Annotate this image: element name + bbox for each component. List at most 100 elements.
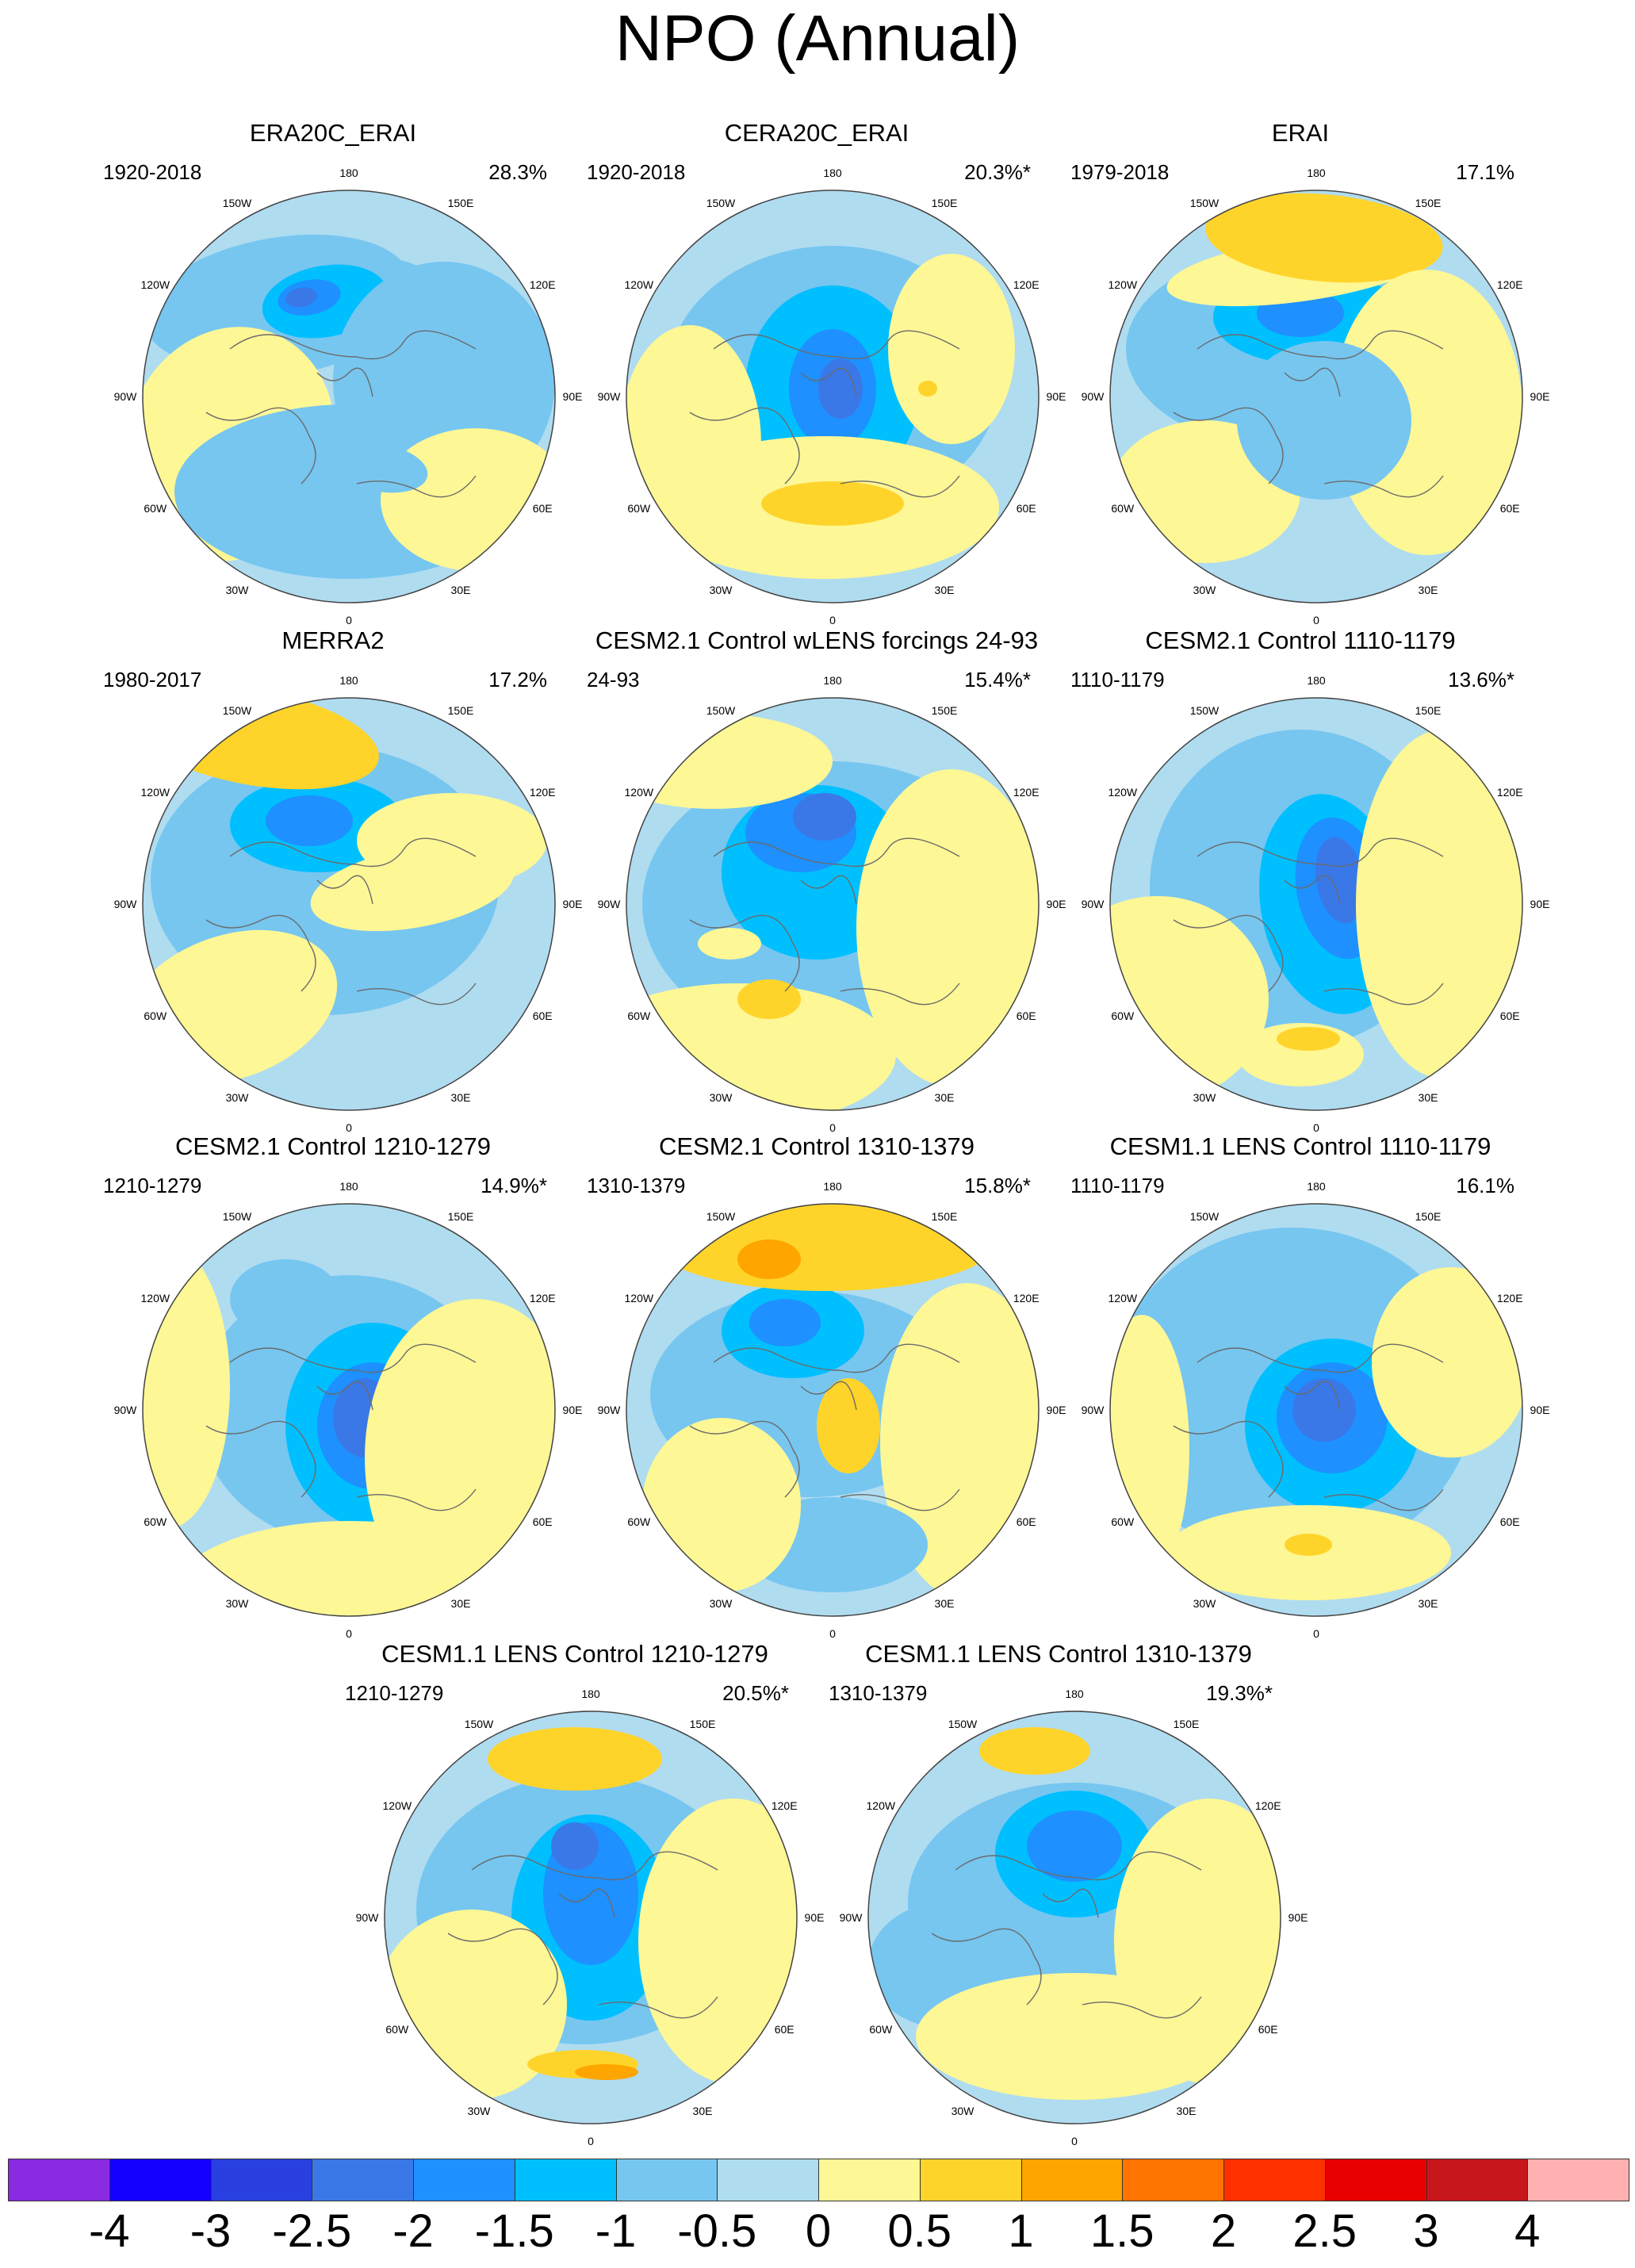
longitude-label: 90E bbox=[563, 898, 583, 910]
longitude-label: 150E bbox=[448, 704, 474, 717]
longitude-label: 120W bbox=[1109, 786, 1138, 799]
panel-period: 1210-1279 bbox=[103, 1174, 202, 1197]
colorbar-swatch bbox=[919, 2159, 1022, 2201]
longitude-label: 0 bbox=[1313, 1627, 1319, 1640]
contour-region bbox=[1315, 837, 1365, 924]
longitude-label: 150E bbox=[448, 197, 474, 209]
contour-region bbox=[266, 795, 353, 846]
contour-region bbox=[230, 1259, 341, 1339]
map-panel: 180 150E 120E 90E 60E 30E 0 30W 60W 90W 120W 150W ER… bbox=[87, 119, 582, 626]
colorbar-tick-label: 0.5 bbox=[887, 2205, 952, 2257]
contour-field bbox=[143, 190, 555, 603]
polar-map: 180 150E 120E 90E 60E 30E 0 30W 60W 90W 120W 150W bbox=[840, 1688, 1308, 2147]
coastline bbox=[689, 1343, 960, 1511]
longitude-label: 90E bbox=[805, 1911, 825, 1924]
map-panel: 180 150E 120E 90E 60E 30E 0 30W 60W 90W 120W 150W ER… bbox=[1055, 119, 1549, 626]
longitude-label: 60W bbox=[144, 1515, 167, 1528]
page-title: NPO (Annual) bbox=[615, 2, 1020, 75]
panel-variance: 17.1% bbox=[1456, 160, 1514, 184]
longitude-label: 150W bbox=[223, 1210, 252, 1223]
longitude-label: 120W bbox=[625, 786, 654, 799]
longitude-label: 30E bbox=[935, 584, 955, 596]
longitude-label: 120E bbox=[1497, 1292, 1523, 1304]
contour-field bbox=[868, 1711, 1281, 2124]
longitude-label: 90W bbox=[1082, 1404, 1105, 1416]
contour-region bbox=[638, 1799, 797, 2084]
longitude-label: 0 bbox=[346, 614, 352, 626]
longitude-label: 120E bbox=[1013, 786, 1040, 799]
contour-region bbox=[1110, 896, 1269, 1102]
map-panel: 180 150E 120E 90E 60E 30E 0 30W 60W 90W 120W 150W ME… bbox=[87, 626, 582, 1134]
longitude-label: 90W bbox=[598, 390, 622, 403]
longitude-label: 150E bbox=[690, 1718, 716, 1730]
colorbar-swatch bbox=[717, 2159, 819, 2201]
colorbar-tick-label: 2 bbox=[1210, 2205, 1237, 2257]
colorbar-swatch bbox=[8, 2159, 110, 2201]
panel-period: 1310-1379 bbox=[829, 1681, 928, 1705]
longitude-label: 120W bbox=[141, 1292, 170, 1304]
longitude-label: 120E bbox=[772, 1799, 798, 1812]
contour-region bbox=[793, 793, 856, 841]
panel-title: CERA20C_ERAI bbox=[724, 119, 909, 147]
colorbar-swatch bbox=[1527, 2159, 1629, 2201]
panel-variance: 20.5%* bbox=[722, 1681, 789, 1705]
longitude-label: 90W bbox=[114, 390, 138, 403]
longitude-label: 60W bbox=[627, 502, 651, 515]
longitude-label: 60E bbox=[1500, 502, 1520, 515]
contour-region bbox=[737, 1239, 801, 1279]
longitude-label: 90E bbox=[1288, 1911, 1308, 1924]
colorbar-tick-label: 2.5 bbox=[1292, 2205, 1357, 2257]
longitude-label: 30W bbox=[1193, 1597, 1217, 1610]
contour-region bbox=[575, 2064, 638, 2080]
longitude-label: 180 bbox=[823, 674, 842, 687]
map-border bbox=[142, 697, 556, 1111]
map-panel: 180 150E 120E 90E 60E 30E 0 30W 60W 90W 120W 150W CE… bbox=[329, 1640, 824, 2147]
longitude-label: 60E bbox=[1017, 1009, 1036, 1022]
colorbar bbox=[8, 2159, 1629, 2203]
longitude-label: 120W bbox=[1109, 278, 1138, 291]
colorbar-tick-label: 4 bbox=[1514, 2205, 1541, 2257]
longitude-label: 60E bbox=[533, 502, 553, 515]
longitude-label: 90W bbox=[356, 1911, 380, 1924]
colorbar-labels: -4 -3 -2.5 -2 -1.5 -1 -0.5 0 0.5 1 1.5 2 2.5 3 4 bbox=[8, 2205, 1629, 2260]
longitude-label: 30E bbox=[451, 1091, 471, 1104]
longitude-label: 120W bbox=[625, 1292, 654, 1304]
longitude-label: 120W bbox=[383, 1799, 412, 1812]
longitude-label: 150E bbox=[448, 1210, 474, 1223]
map-border bbox=[384, 1711, 798, 2124]
contour-region bbox=[642, 1418, 801, 1592]
contour-field bbox=[143, 1204, 555, 1616]
panel-period: 1110-1179 bbox=[1070, 1174, 1165, 1197]
contour-region bbox=[1285, 1534, 1332, 1556]
longitude-label: 0 bbox=[346, 1627, 352, 1640]
longitude-label: 180 bbox=[1307, 167, 1326, 179]
longitude-label: 150E bbox=[1415, 704, 1442, 717]
longitude-label: 150E bbox=[932, 704, 958, 717]
longitude-label: 90E bbox=[1530, 1404, 1550, 1416]
longitude-label: 30E bbox=[1177, 2105, 1197, 2117]
longitude-label: 180 bbox=[1307, 674, 1326, 687]
longitude-label: 60W bbox=[144, 502, 167, 515]
longitude-label: 180 bbox=[823, 167, 842, 179]
longitude-label: 90W bbox=[114, 1404, 138, 1416]
colorbar-tick-label: -2.5 bbox=[272, 2205, 352, 2257]
colorbar-swatch bbox=[109, 2159, 212, 2201]
panel-title: CESM1.1 LENS Control 1110-1179 bbox=[1109, 1132, 1491, 1160]
longitude-label: 180 bbox=[339, 674, 358, 687]
contour-field bbox=[626, 1204, 1039, 1616]
longitude-label: 0 bbox=[829, 614, 836, 626]
contour-region bbox=[856, 769, 1039, 1086]
contour-region bbox=[1277, 1027, 1340, 1051]
map-border bbox=[1109, 190, 1523, 603]
panel-variance: 17.2% bbox=[488, 668, 547, 692]
longitude-label: 120E bbox=[530, 786, 556, 799]
colorbar-swatch bbox=[210, 2159, 313, 2201]
longitude-label: 60W bbox=[627, 1515, 651, 1528]
longitude-label: 90E bbox=[1047, 898, 1066, 910]
longitude-label: 90E bbox=[1047, 1404, 1066, 1416]
panel-title: CESM2.1 Control wLENS forcings 24-93 bbox=[595, 626, 1039, 654]
longitude-label: 60E bbox=[1500, 1009, 1520, 1022]
panel-title: CESM1.1 LENS Control 1210-1279 bbox=[381, 1640, 768, 1668]
longitude-label: 150E bbox=[932, 197, 958, 209]
longitude-label: 60W bbox=[1111, 502, 1135, 515]
